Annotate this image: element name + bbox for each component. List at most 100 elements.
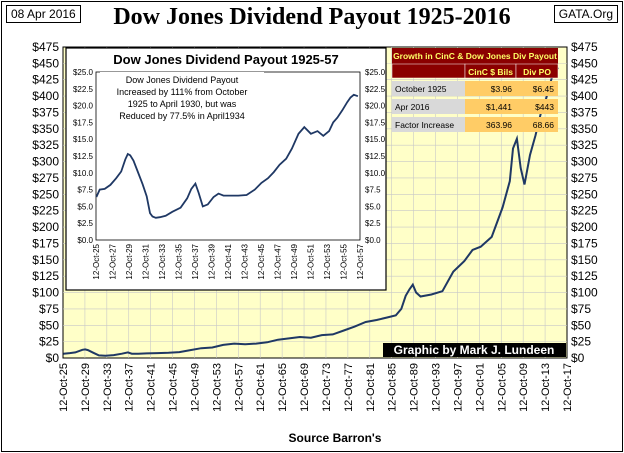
inset-y-tick-right: $12.5 bbox=[365, 152, 386, 161]
main-y-tick-left: $0 bbox=[46, 351, 60, 365]
inset-x-tick-label: 12-Oct-49 bbox=[290, 243, 299, 279]
inset-y-tick-right: $25.0 bbox=[365, 68, 386, 77]
table-cell-bg bbox=[516, 81, 558, 96]
table-cell-bg bbox=[465, 117, 516, 132]
table-cell-bg bbox=[465, 81, 516, 96]
inset-y-tick-right: $17.5 bbox=[365, 118, 386, 127]
main-y-tick-right: $275 bbox=[571, 171, 598, 185]
table-cell-value: $443 bbox=[535, 102, 554, 112]
main-y-tick-left: $375 bbox=[32, 105, 59, 119]
main-x-tick-label: 12-Oct-61 bbox=[255, 363, 267, 412]
table-cell-value: $1,441 bbox=[486, 102, 512, 112]
inset-x-tick-label: 12-Oct-45 bbox=[257, 243, 266, 279]
inset-x-tick-label: 12-Oct-51 bbox=[307, 243, 316, 279]
inset-y-tick-right: $22.5 bbox=[365, 85, 386, 94]
main-y-tick-right: $100 bbox=[571, 286, 598, 300]
inset-y-tick-right: $0.0 bbox=[365, 236, 381, 245]
table-row-label: Apr 2016 bbox=[395, 102, 430, 112]
main-x-tick-label: 12-Oct-17 bbox=[562, 363, 574, 412]
source-label: GATA.Org bbox=[553, 5, 618, 23]
table-col-header-bg bbox=[515, 63, 559, 79]
table-cell-value: $6.45 bbox=[533, 84, 555, 94]
inset-y-tick-right: $20.0 bbox=[365, 102, 386, 111]
inset-x-tick-label: 12-Oct-47 bbox=[274, 243, 283, 279]
main-x-tick-label: 12-Oct-89 bbox=[409, 363, 421, 412]
table-cell-value: $3.96 bbox=[491, 84, 513, 94]
main-y-tick-right: $375 bbox=[571, 105, 598, 119]
inset-series-line bbox=[95, 93, 359, 219]
main-y-tick-left: $475 bbox=[32, 40, 59, 54]
main-x-tick-label: 12-Oct-69 bbox=[299, 363, 311, 412]
inset-y-tick-left: $12.5 bbox=[73, 152, 94, 161]
main-x-tick-label: 12-Oct-45 bbox=[168, 363, 180, 412]
inset-x-tick-label: 12-Oct-53 bbox=[323, 243, 332, 279]
main-x-tick-label: 12-Oct-65 bbox=[277, 363, 289, 412]
inset-y-tick-left: $2.5 bbox=[77, 219, 93, 228]
main-x-tick-label: 12-Oct-57 bbox=[233, 363, 245, 412]
main-y-tick-right: $75 bbox=[571, 302, 591, 316]
main-y-tick-right: $200 bbox=[571, 220, 598, 234]
table-row-label: Factor Increase bbox=[395, 120, 454, 130]
inset-y-tick-left: $15.0 bbox=[73, 135, 94, 144]
inset-x-tick-label: 12-Oct-31 bbox=[142, 243, 151, 279]
table-cell-bg bbox=[516, 117, 558, 132]
table-cell-bg bbox=[465, 99, 516, 114]
main-y-tick-left: $225 bbox=[32, 204, 59, 218]
main-x-tick-label: 12-Oct-53 bbox=[211, 363, 223, 412]
table-cell-bg bbox=[392, 99, 465, 114]
main-y-tick-right: $425 bbox=[571, 73, 598, 87]
inset-x-tick-label: 12-Oct-29 bbox=[125, 243, 134, 279]
inset-title: Dow Jones Dividend Payout 1925-57 bbox=[113, 52, 338, 67]
date-label: 08 Apr 2016 bbox=[6, 5, 81, 23]
main-y-tick-right: $350 bbox=[571, 122, 598, 136]
main-x-tick-label: 12-Oct-29 bbox=[80, 363, 92, 412]
table-col-header-bg bbox=[391, 63, 466, 79]
main-y-tick-right: $325 bbox=[571, 138, 598, 152]
main-x-tick-label: 12-Oct-41 bbox=[146, 363, 158, 412]
inset-y-tick-right: $2.5 bbox=[365, 219, 381, 228]
credit-text: Graphic by Mark J. Lundeen bbox=[394, 343, 555, 357]
inset-y-tick-left: $5.0 bbox=[77, 202, 93, 211]
inset-annotation-line: Dow Jones Dividend Payout bbox=[126, 75, 239, 85]
chart-title: Dow Jones Dividend Payout 1925-2016 bbox=[113, 4, 511, 30]
inset-annotation-line: 1925 to April 1930, but was bbox=[128, 99, 237, 109]
main-y-tick-left: $75 bbox=[39, 302, 59, 316]
main-x-tick-label: 12-Oct-13 bbox=[540, 363, 552, 412]
main-x-tick-label: 12-Oct-01 bbox=[474, 363, 486, 412]
table-cell-bg bbox=[392, 117, 465, 132]
inset-y-tick-left: $22.5 bbox=[73, 85, 94, 94]
main-x-tick-label: 12-Oct-49 bbox=[189, 363, 201, 412]
main-y-tick-left: $275 bbox=[32, 171, 59, 185]
main-x-tick-label: 12-Oct-85 bbox=[387, 363, 399, 412]
table-col-header: CinC $ Bils bbox=[468, 67, 513, 77]
main-y-tick-right: $50 bbox=[571, 318, 591, 332]
main-x-tick-label: 12-Oct-05 bbox=[496, 363, 508, 412]
main-y-tick-left: $100 bbox=[32, 286, 59, 300]
inset-x-tick-label: 12-Oct-55 bbox=[340, 243, 349, 279]
main-y-tick-left: $50 bbox=[39, 318, 59, 332]
main-y-tick-right: $400 bbox=[571, 89, 598, 103]
main-y-tick-right: $225 bbox=[571, 204, 598, 218]
main-y-tick-left: $300 bbox=[32, 155, 59, 169]
main-y-tick-left: $450 bbox=[32, 56, 59, 70]
main-y-tick-left: $150 bbox=[32, 253, 59, 267]
inset-y-tick-right: $10.0 bbox=[365, 169, 386, 178]
main-series-line bbox=[63, 67, 559, 357]
main-x-tick-label: 12-Oct-33 bbox=[102, 363, 114, 412]
inset-x-tick-label: 12-Oct-33 bbox=[158, 243, 167, 279]
inset-y-tick-left: $25.0 bbox=[73, 68, 94, 77]
main-x-tick-label: 12-Oct-09 bbox=[518, 363, 530, 412]
main-x-tick-label: 12-Oct-97 bbox=[452, 363, 464, 412]
main-x-tick-label: 12-Oct-73 bbox=[321, 363, 333, 412]
inset-y-tick-right: $15.0 bbox=[365, 135, 386, 144]
table-title-bg bbox=[392, 48, 558, 64]
main-y-tick-right: $175 bbox=[571, 236, 598, 250]
table-title: Growth in CinC & Dow Jones Div Payout bbox=[393, 51, 557, 61]
main-y-tick-left: $25 bbox=[39, 335, 59, 349]
inset-annotation-line: Reduced by 77.5% in April1934 bbox=[119, 111, 245, 121]
main-x-tick-label: 12-Oct-25 bbox=[58, 363, 70, 412]
inset-x-tick-label: 12-Oct-41 bbox=[224, 243, 233, 279]
main-y-tick-left: $125 bbox=[32, 269, 59, 283]
inset-y-tick-left: $20.0 bbox=[73, 102, 94, 111]
